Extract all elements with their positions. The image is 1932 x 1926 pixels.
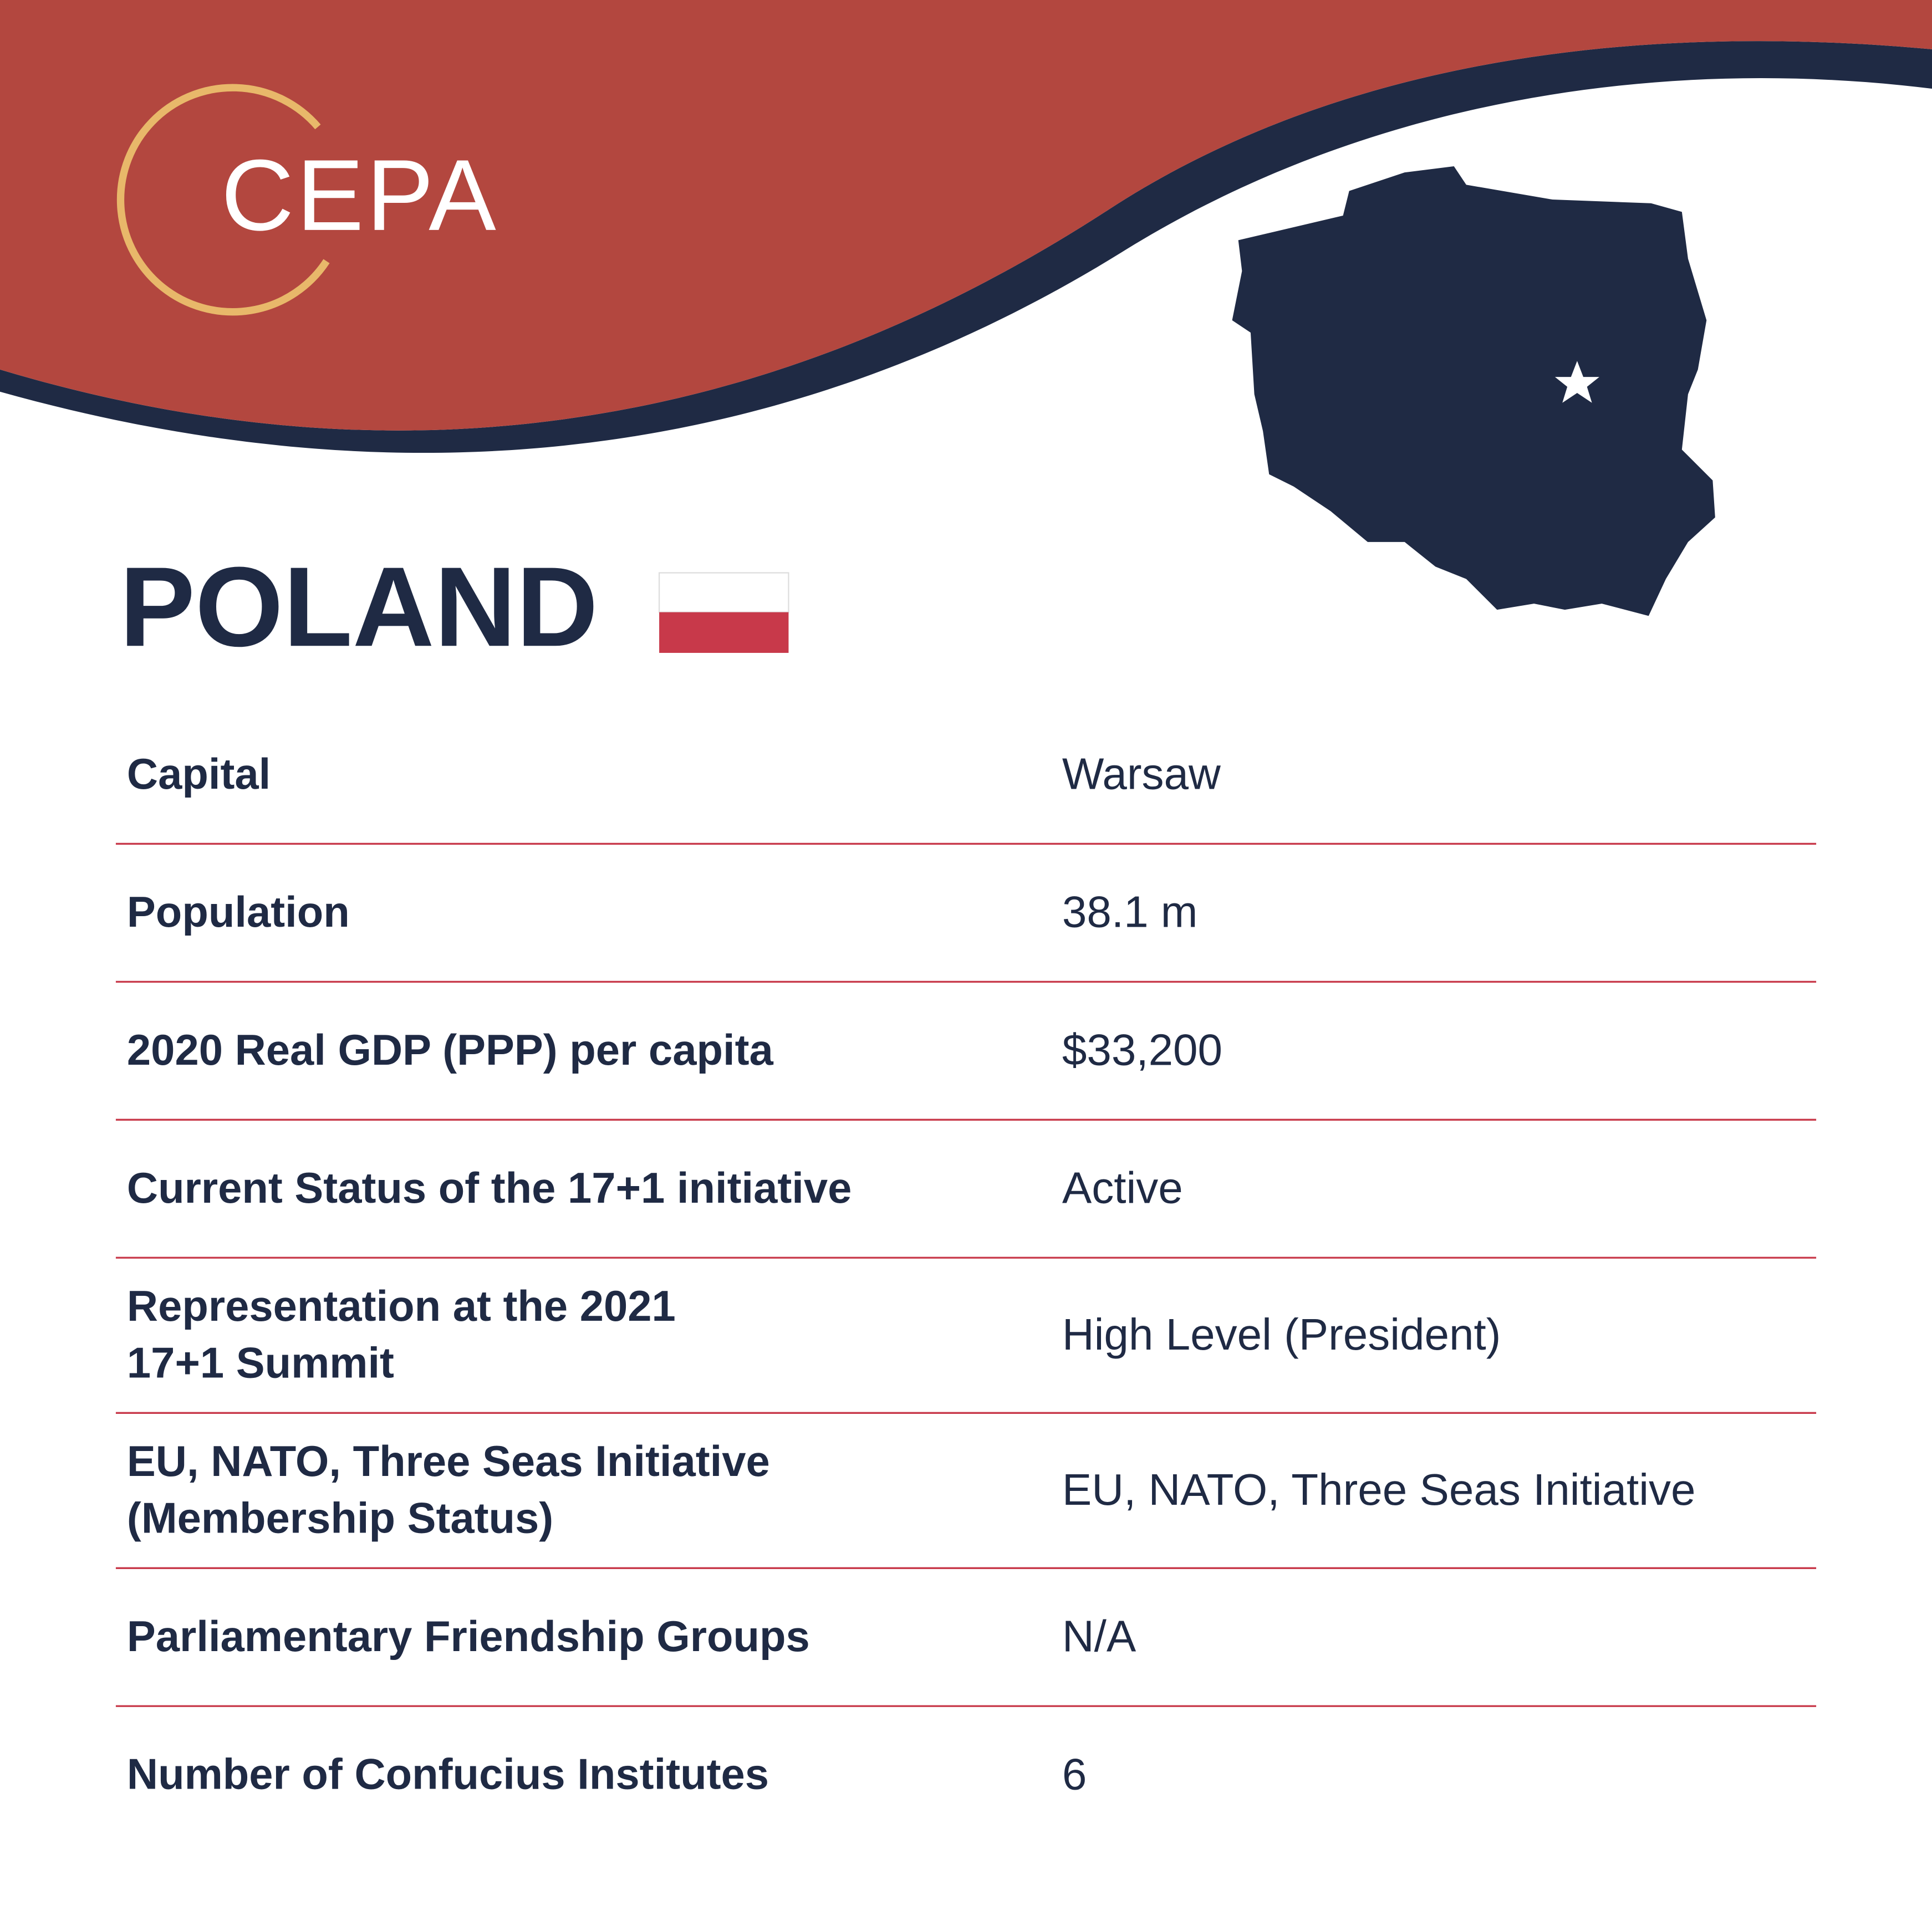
flag-white [658, 572, 789, 613]
row-value: 38.1 m [1062, 887, 1198, 937]
row-label: Capital [127, 750, 271, 798]
row-label: EU, NATO, Three Seas Initiative [127, 1438, 770, 1485]
row-label: 2020 Real GDP (PPP) per capita [127, 1026, 774, 1074]
flag-red [659, 612, 789, 653]
country-map [1232, 166, 1715, 616]
info-table: Capital Warsaw Population 38.1 m 2020 Real G… [115, 749, 1817, 1799]
row-value: 6 [1062, 1749, 1087, 1799]
row-value: $33,200 [1062, 1025, 1222, 1074]
row-value: Warsaw [1062, 749, 1221, 799]
logo-ring [116, 84, 330, 316]
row-label: Current Status of the 17+1 initiative [127, 1164, 852, 1212]
row-label: Population [127, 888, 350, 936]
row-label: Parliamentary Friendship Groups [127, 1613, 810, 1661]
row-value: High Level (President) [1062, 1310, 1501, 1359]
header-red-wave [0, 0, 1932, 431]
row-value: EU, NATO, Three Seas Initiative [1062, 1465, 1696, 1514]
row-label: Representation at the 2021 [127, 1283, 676, 1330]
row-label: (Membership Status) [127, 1494, 553, 1542]
row-label: Number of Confucius Institutes [127, 1751, 769, 1799]
logo-text: CEPA [221, 139, 499, 252]
row-value: N/A [1062, 1611, 1136, 1661]
country-title: POLAND [120, 544, 598, 670]
row-label: 17+1 Summit [127, 1339, 394, 1387]
capital-star [1554, 361, 1599, 403]
row-value: Active [1062, 1163, 1183, 1212]
